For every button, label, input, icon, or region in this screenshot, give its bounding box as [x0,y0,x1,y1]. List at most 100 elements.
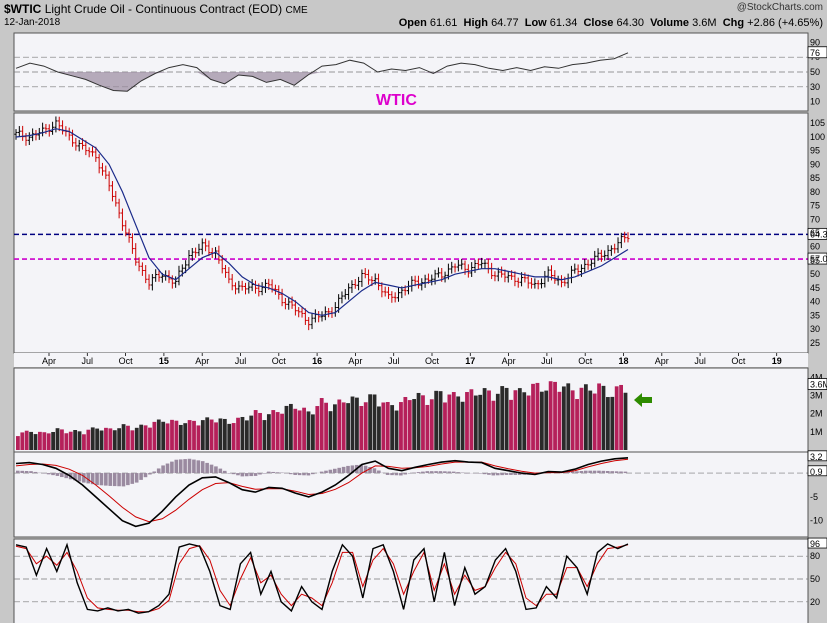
volume-bar [187,420,192,450]
stochastic-tick-label: 80 [810,551,820,561]
volume-tick-label: 4M [810,372,823,382]
macd-histogram-bar [236,473,240,476]
description: Light Crude Oil - Continuous Contract (E… [44,2,283,16]
volume-bar [443,402,447,450]
volume-bar [548,381,553,450]
volume-bar [183,423,188,450]
volume-bar [33,434,38,450]
macd-histogram-bar [126,473,130,486]
macd-histogram-bar [148,473,152,475]
macd-histogram-bar [456,472,460,474]
macd-histogram-bar [482,473,487,475]
stochastic-frame [13,538,809,623]
volume-bar [513,390,518,450]
exchange: CME [285,5,308,16]
x-tick-label: Apr [348,356,362,366]
macd-histogram-bar [178,459,183,474]
macd-histogram-bar [434,471,438,474]
x-tick-label: Apr [195,356,209,366]
volume-bar [447,394,452,450]
volume-bar [55,428,60,450]
macd-histogram-bar [623,471,628,474]
volume-bar [416,392,421,450]
price-frame [13,112,809,354]
volume-bar [346,403,351,450]
price-tick-label: 65 [810,228,820,238]
macd-histogram-bar [170,461,174,474]
macd-histogram-bar [403,473,408,475]
low-value: 61.34 [549,17,578,29]
volume-bar [531,383,535,450]
volume-bar [500,386,505,450]
macd-histogram-bar [385,473,390,475]
macd-histogram-bar [104,473,108,486]
volume-bar [561,386,566,450]
volume-bar [200,420,205,450]
volume-bar [218,418,223,450]
volume-bar [504,387,509,450]
macd-histogram-bar [249,473,253,477]
macd-histogram-bar [293,473,297,475]
volume-bar [579,387,584,450]
x-tick-label: Jul [541,356,553,366]
macd-histogram-bar [130,473,135,484]
stochastic-tick-label: 50 [810,574,820,584]
volume-bar [465,392,469,450]
volume-bar [152,421,157,450]
volume-bar [262,420,267,450]
volume-bar [557,391,562,450]
high-value: 64.77 [491,17,519,29]
macd-histogram-bar [583,470,588,474]
volume-bar [407,400,412,450]
volume-bar [491,400,496,450]
macd-histogram-bar [310,473,315,475]
volume-bar [99,430,104,450]
volume-bar [597,383,601,450]
volume-bar [421,395,425,450]
rsi-tick-label: 30 [810,82,820,92]
stochastic-k-line [15,542,629,614]
ohlc-readout: Open 61.61 High 64.77 Low 61.34 Close 64… [399,17,823,29]
volume-bar [156,419,161,450]
volume-bar [104,427,108,450]
volume-bar [333,404,337,450]
volume-bar [553,381,557,450]
macd-histogram-bar [183,459,187,474]
volume-bar [214,422,218,450]
macd-histogram-bar [46,473,51,475]
volume-bar [381,402,386,450]
volume-bar [16,436,20,450]
macd-histogram-bar [143,473,148,478]
macd-histogram-bar [288,473,293,475]
volume-bar [134,427,139,450]
rsi-panel: 907050301076 [13,32,827,112]
volume-bar [209,419,214,450]
macd-histogram-bar [139,473,143,480]
macd-histogram-bar [86,473,91,484]
volume-bar [372,394,377,450]
volume-bar [42,432,47,450]
x-tick-label: Jul [235,356,247,366]
macd-histogram-bar [187,458,192,474]
stochastic-current-label: 96 [810,539,820,549]
volume-bar [95,428,100,450]
macd-histogram-bar [575,471,579,474]
x-tick-label: Oct [731,356,746,366]
volume-bar [236,417,240,450]
volume-bar [623,392,628,450]
volume-bar [271,410,276,450]
macd-histogram-bar [390,473,394,476]
x-tick-label: 18 [618,356,628,366]
macd-histogram-bar [601,470,606,474]
macd-histogram-bar [174,459,179,474]
price-level-label: 57.06 [810,254,827,264]
macd-histogram-bar [333,468,337,474]
macd-current-box [807,450,827,462]
rsi-oversold-fill [16,72,628,92]
macd-histogram-bar [64,473,69,479]
rsi-current-label: 76 [810,48,820,58]
volume-bar [275,412,280,450]
macd-histogram-bar [112,473,117,487]
volume-bar [350,396,355,450]
